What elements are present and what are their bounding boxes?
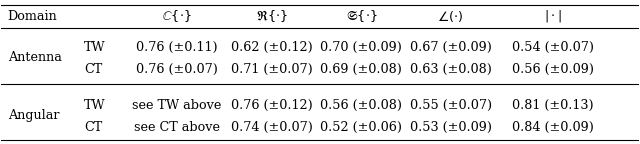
Text: 0.53 (±0.09): 0.53 (±0.09) [410,121,492,134]
Text: Domain: Domain [8,10,58,23]
Text: $\mathbb{C}\{\cdot\}$: $\mathbb{C}\{\cdot\}$ [162,8,191,24]
Text: 0.67 (±0.09): 0.67 (±0.09) [410,41,492,54]
Text: $\angle(\cdot)$: $\angle(\cdot)$ [438,9,464,24]
Text: $|\cdot|$: $|\cdot|$ [543,8,561,24]
Text: CT: CT [84,63,102,76]
Text: 0.76 (±0.07): 0.76 (±0.07) [136,63,218,76]
Text: TW: TW [84,99,106,112]
Text: $\mathfrak{S}\{\cdot\}$: $\mathfrak{S}\{\cdot\}$ [346,8,377,24]
Text: Antenna: Antenna [8,51,61,64]
Text: $\mathfrak{R}\{\cdot\}$: $\mathfrak{R}\{\cdot\}$ [256,8,288,24]
Text: 0.63 (±0.08): 0.63 (±0.08) [410,63,492,76]
Text: 0.56 (±0.09): 0.56 (±0.09) [511,63,593,76]
Text: 0.52 (±0.06): 0.52 (±0.06) [321,121,403,134]
Text: see TW above: see TW above [132,99,221,112]
Text: 0.70 (±0.09): 0.70 (±0.09) [321,41,403,54]
Text: CT: CT [84,121,102,134]
Text: 0.81 (±0.13): 0.81 (±0.13) [512,99,593,112]
Text: 0.55 (±0.07): 0.55 (±0.07) [410,99,492,112]
Text: see CT above: see CT above [134,121,220,134]
Text: 0.74 (±0.07): 0.74 (±0.07) [231,121,313,134]
Text: TW: TW [84,41,106,54]
Text: 0.56 (±0.08): 0.56 (±0.08) [321,99,403,112]
Text: 0.71 (±0.07): 0.71 (±0.07) [231,63,313,76]
Text: 0.76 (±0.11): 0.76 (±0.11) [136,41,218,54]
Text: 0.62 (±0.12): 0.62 (±0.12) [231,41,313,54]
Text: 0.76 (±0.12): 0.76 (±0.12) [231,99,313,112]
Text: Angular: Angular [8,109,60,122]
Text: 0.54 (±0.07): 0.54 (±0.07) [511,41,593,54]
Text: 0.84 (±0.09): 0.84 (±0.09) [511,121,593,134]
Text: 0.69 (±0.08): 0.69 (±0.08) [321,63,403,76]
